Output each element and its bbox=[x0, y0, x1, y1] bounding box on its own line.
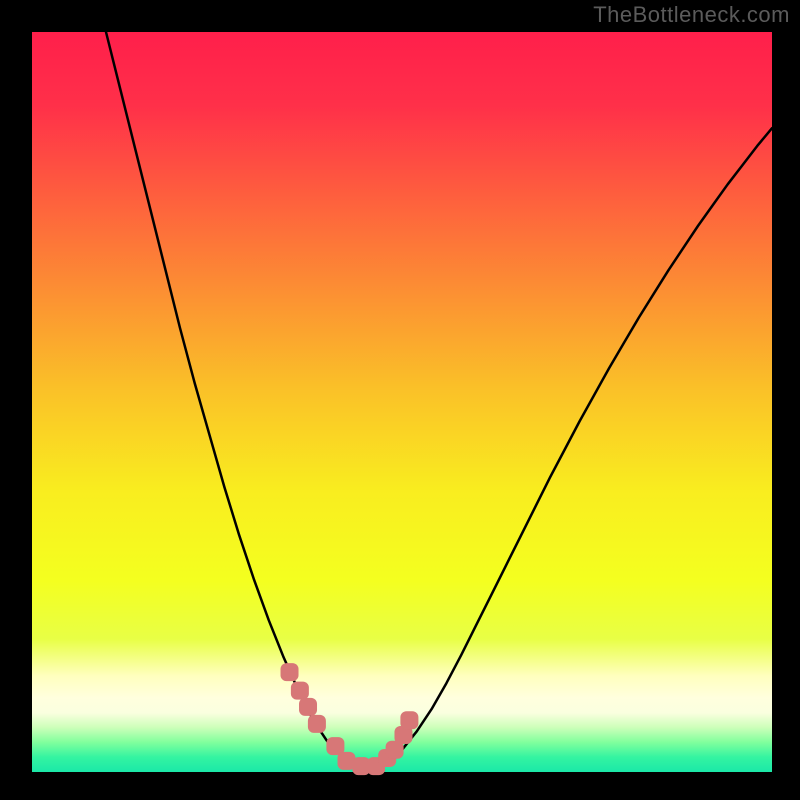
data-marker bbox=[281, 663, 299, 681]
data-marker bbox=[299, 698, 317, 716]
chart-svg-layer bbox=[32, 32, 772, 772]
watermark-text: TheBottleneck.com bbox=[593, 2, 790, 28]
data-markers-group bbox=[281, 663, 419, 775]
data-marker bbox=[400, 711, 418, 729]
chart-plot-area bbox=[32, 32, 772, 772]
data-marker bbox=[308, 715, 326, 733]
data-marker bbox=[291, 682, 309, 700]
bottleneck-curve bbox=[106, 32, 772, 769]
